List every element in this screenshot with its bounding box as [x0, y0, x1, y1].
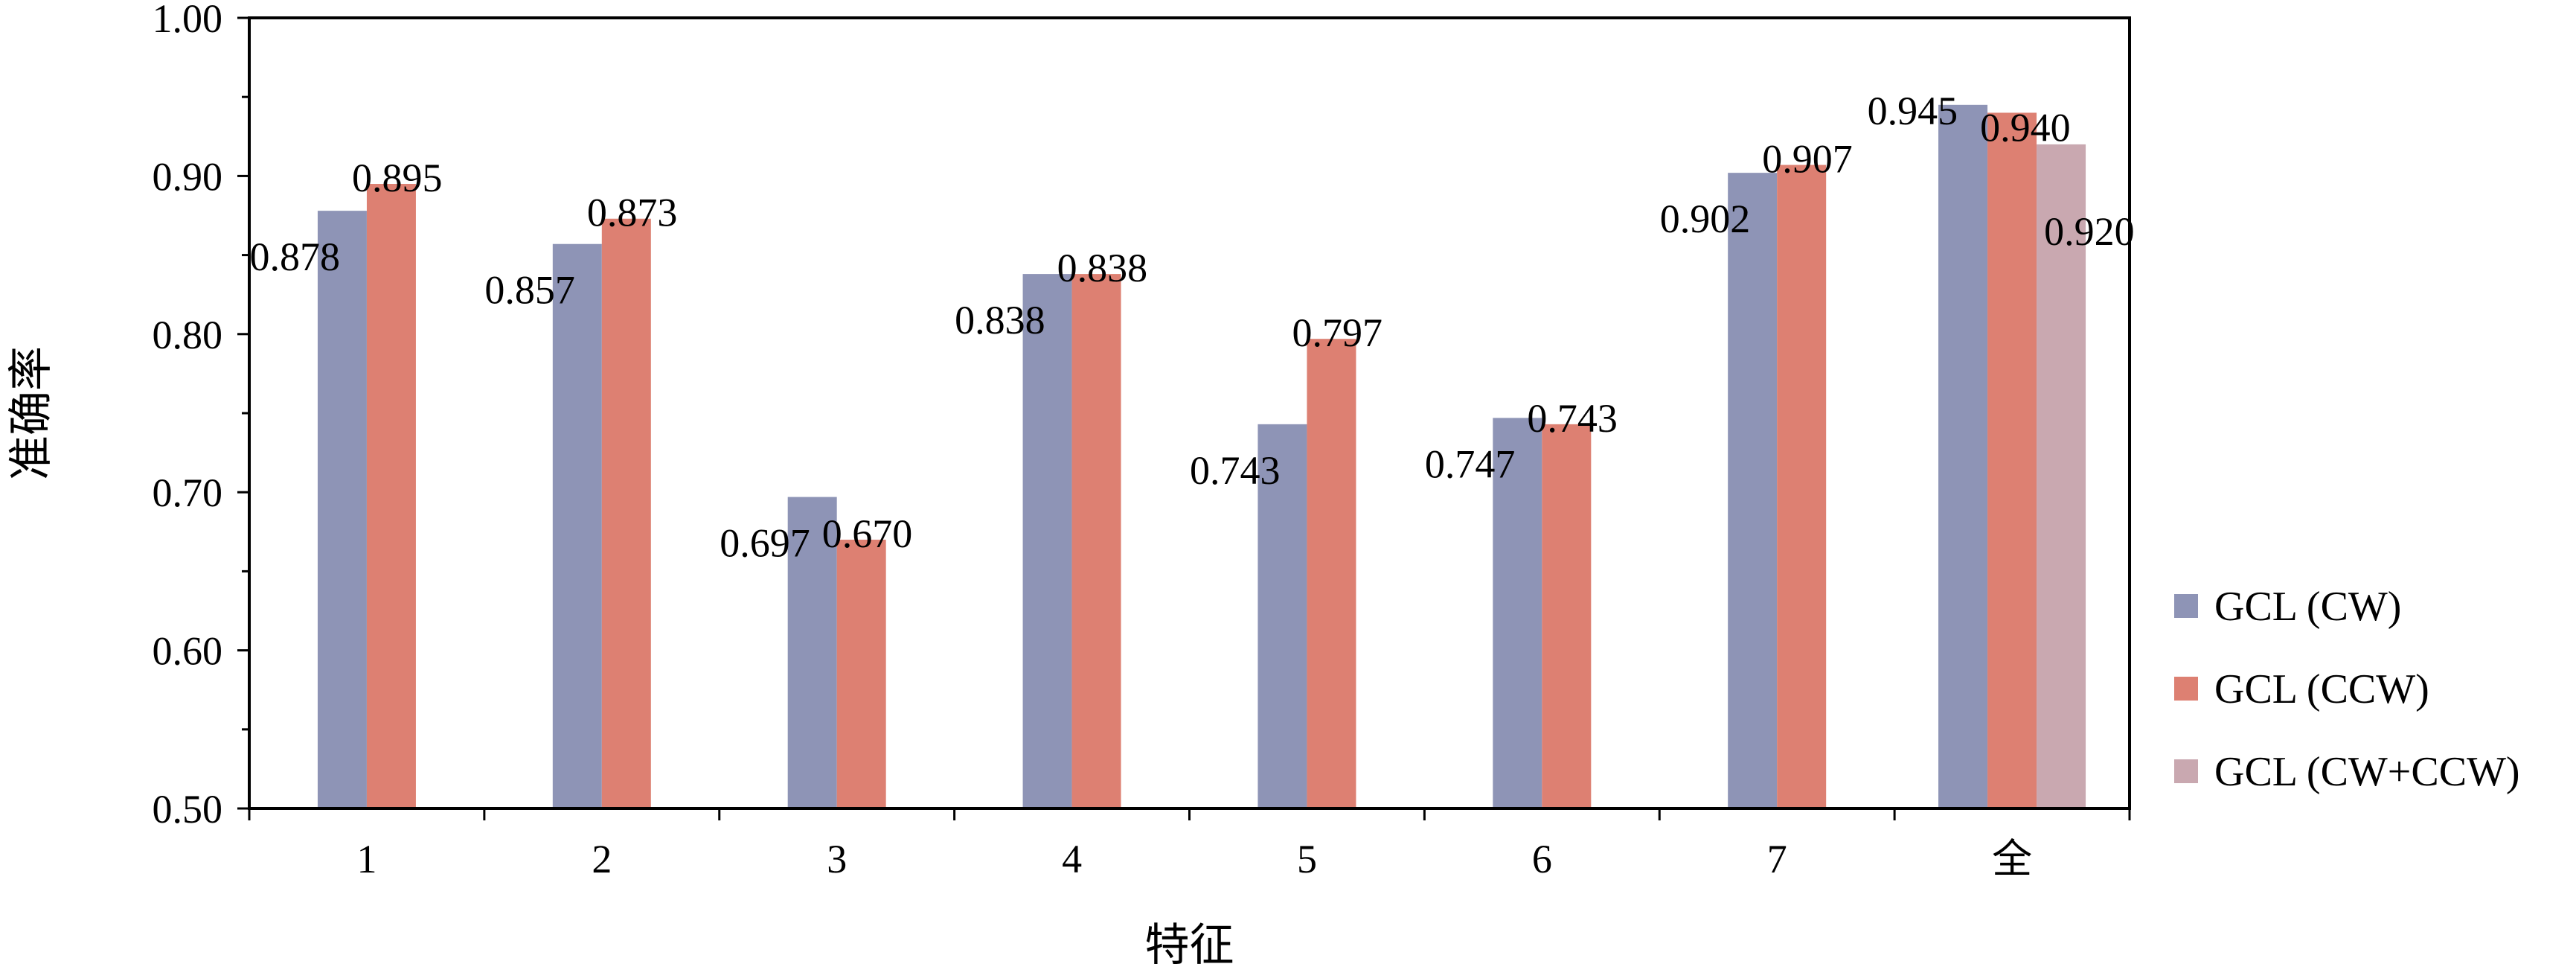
legend-label: GCL (CW) — [2214, 584, 2401, 630]
legend-swatch — [2174, 759, 2198, 783]
x-tick-label: 全 — [1992, 837, 2032, 881]
bar — [552, 243, 602, 808]
data-label: 0.920 — [2044, 209, 2135, 254]
bar — [317, 211, 367, 808]
bar — [1257, 424, 1307, 808]
legend-swatch — [2174, 594, 2198, 618]
y-tick-label: 0.80 — [153, 313, 223, 357]
data-label: 0.873 — [587, 191, 678, 235]
data-label: 0.940 — [1980, 105, 2071, 150]
bar — [836, 539, 886, 808]
legend-label: GCL (CW+CCW) — [2214, 749, 2520, 795]
x-tick-label: 6 — [1532, 837, 1552, 881]
y-axis: 0.50 0.60 0.70 0.80 0.90 1.00 — [153, 0, 249, 832]
bar — [601, 218, 651, 808]
y-tick-label: 0.70 — [153, 470, 223, 515]
y-axis-title: 准确率 — [7, 346, 56, 480]
data-label: 0.878 — [249, 235, 340, 279]
x-axis: 1 2 3 4 5 6 7 全 — [248, 808, 2131, 881]
bars-layer — [317, 104, 2086, 809]
bar — [1987, 112, 2037, 808]
legend-label: GCL (CCW) — [2214, 666, 2429, 712]
x-tick-label: 7 — [1767, 837, 1787, 881]
data-label: 0.945 — [1868, 89, 1958, 133]
bar — [787, 497, 837, 808]
data-label: 0.902 — [1660, 197, 1751, 241]
y-tick-label: 0.60 — [153, 629, 223, 674]
bar — [366, 184, 416, 808]
x-tick-label: 5 — [1297, 837, 1317, 881]
data-label: 0.838 — [955, 298, 1045, 342]
bar — [1493, 418, 1542, 808]
bar — [1307, 339, 1356, 808]
data-label: 0.743 — [1190, 448, 1281, 493]
data-label: 0.747 — [1425, 441, 1516, 486]
data-label: 0.670 — [822, 511, 913, 556]
bar — [1071, 274, 1121, 808]
x-tick-label: 1 — [356, 837, 377, 881]
x-tick-label: 3 — [827, 837, 847, 881]
data-label: 0.797 — [1292, 310, 1382, 355]
data-label: 0.907 — [1762, 137, 1853, 182]
data-label: 0.895 — [352, 156, 443, 200]
bar — [1022, 274, 1072, 808]
data-label: 0.857 — [484, 268, 575, 313]
data-label: 0.697 — [720, 521, 810, 566]
bar — [1728, 173, 1778, 809]
legend: GCL (CW) GCL (CCW) GCL (CW+CCW) — [2174, 584, 2520, 795]
data-label: 0.838 — [1057, 246, 1148, 290]
legend-swatch — [2174, 677, 2198, 701]
bar — [2037, 144, 2086, 809]
bar — [1938, 104, 1988, 808]
y-tick-label: 0.50 — [153, 787, 223, 832]
x-tick-label: 4 — [1062, 837, 1082, 881]
data-label: 0.743 — [1527, 396, 1618, 441]
x-axis-title: 特征 — [1145, 921, 1234, 969]
bar — [1777, 165, 1827, 809]
y-tick-label: 1.00 — [153, 0, 223, 41]
bar — [1542, 424, 1592, 808]
data-labels-layer: 0.878 0.895 0.857 0.873 0.697 0.670 0.838 0.838… — [249, 89, 2134, 566]
x-tick-label: 2 — [592, 837, 612, 881]
y-tick-label: 0.90 — [153, 154, 223, 199]
